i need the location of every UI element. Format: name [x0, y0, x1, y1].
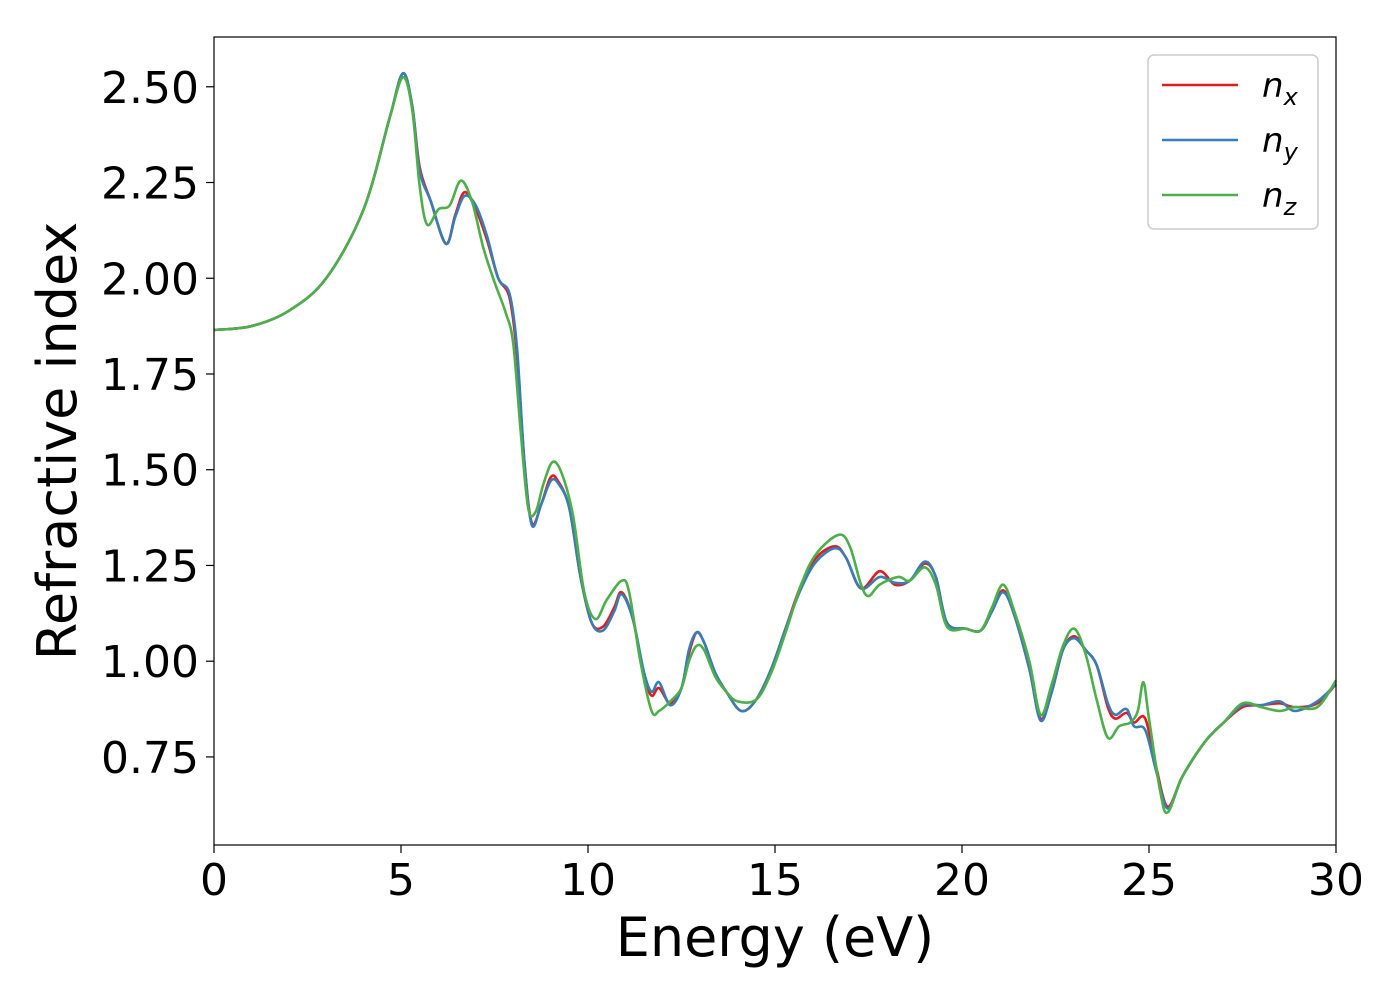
y-tick-label: 2.25 [101, 159, 199, 210]
legend-subscript: y [1283, 138, 1299, 166]
y-tick-label: 2.50 [101, 63, 199, 114]
series-line-ny [213, 72, 1337, 810]
legend-subscript: z [1283, 193, 1298, 221]
x-tick-label: 0 [200, 855, 228, 906]
x-tick-label: 10 [560, 855, 616, 906]
x-axis-ticks: 0 5 10 15 20 25 30 [200, 845, 1364, 906]
y-axis-ticks: 0.75 1.00 1.25 1.50 1.75 2.00 2.25 2.50 [101, 63, 214, 784]
y-tick-label: 1.00 [101, 637, 199, 688]
y-tick-label: 1.50 [101, 446, 199, 497]
x-tick-label: 25 [1121, 855, 1177, 906]
x-tick-label: 30 [1308, 855, 1364, 906]
y-tick-label: 2.00 [101, 254, 199, 305]
x-axis-label: Energy (eV) [616, 906, 935, 969]
series-layer [213, 72, 1338, 815]
legend-subscript: x [1283, 83, 1299, 111]
x-tick-label: 15 [747, 855, 803, 906]
y-tick-label: 1.25 [101, 541, 199, 592]
x-tick-label: 5 [387, 855, 415, 906]
legend-box [1147, 54, 1319, 230]
y-axis-label: Refractive index [26, 222, 89, 661]
y-tick-label: 0.75 [101, 733, 199, 784]
series-line-nz [213, 75, 1338, 815]
x-tick-label: 20 [934, 855, 990, 906]
y-tick-label: 1.75 [101, 350, 199, 401]
